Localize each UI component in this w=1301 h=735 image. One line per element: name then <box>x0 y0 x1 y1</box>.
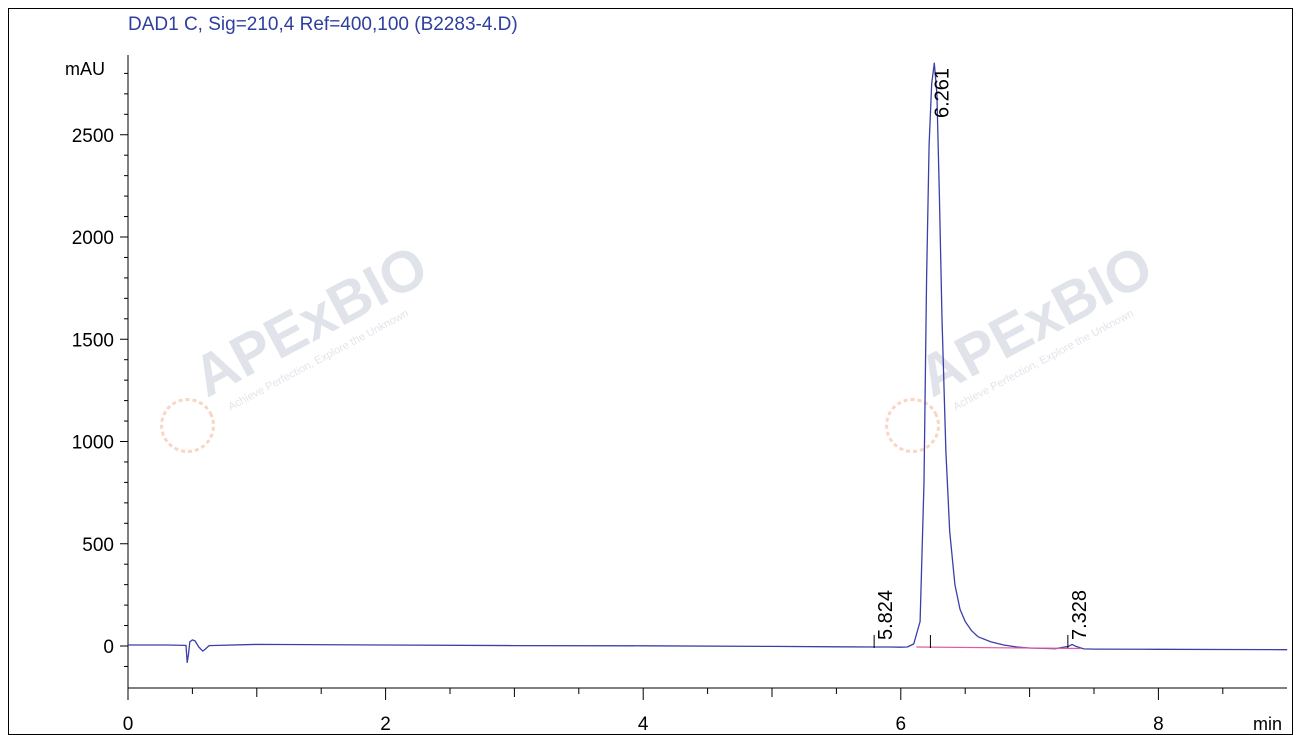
watermark-logo-icon <box>885 398 941 454</box>
peak-label: 6.261 <box>931 68 953 118</box>
x-tick-label: 8 <box>1153 714 1164 735</box>
x-tick-label: 2 <box>380 714 391 735</box>
x-tick-label: 6 <box>896 714 907 735</box>
x-tick-label: 4 <box>638 714 649 735</box>
y-tick-label: 500 <box>82 535 114 556</box>
peak-labels: 5.824 6.261 7.328 <box>873 68 1091 648</box>
peak-label: 7.328 <box>1069 590 1091 640</box>
chart-title: DAD1 C, Sig=210,4 Ref=400,100 (B2283-4.D… <box>128 14 518 35</box>
series-layer <box>128 62 1288 664</box>
x-tick-label: 0 <box>123 714 134 735</box>
x-ticks: 0 2 4 6 8 <box>123 688 1224 735</box>
y-axis-label: mAU <box>65 59 105 79</box>
y-tick-label: 1500 <box>72 330 114 351</box>
y-tick-label: 1000 <box>72 433 114 454</box>
y-tick-label: 0 <box>103 637 114 658</box>
x-axis-label: min <box>1253 714 1282 734</box>
y-ticks: 0 500 1000 1500 2000 2500 <box>72 72 128 667</box>
watermark-logo-icon <box>160 398 216 454</box>
peak-label: 5.824 <box>875 590 897 640</box>
watermark-right: APExBIO Achieve Perfection, Explore the … <box>885 233 1163 454</box>
y-tick-label: 2500 <box>72 126 114 147</box>
watermark-left: APExBIO Achieve Perfection, Explore the … <box>160 233 438 454</box>
integration-baseline <box>916 646 1082 650</box>
y-tick-label: 2000 <box>72 228 114 249</box>
